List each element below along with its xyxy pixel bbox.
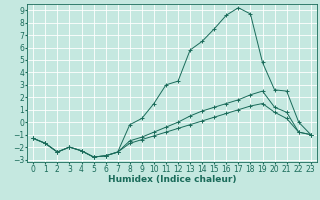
X-axis label: Humidex (Indice chaleur): Humidex (Indice chaleur) <box>108 175 236 184</box>
